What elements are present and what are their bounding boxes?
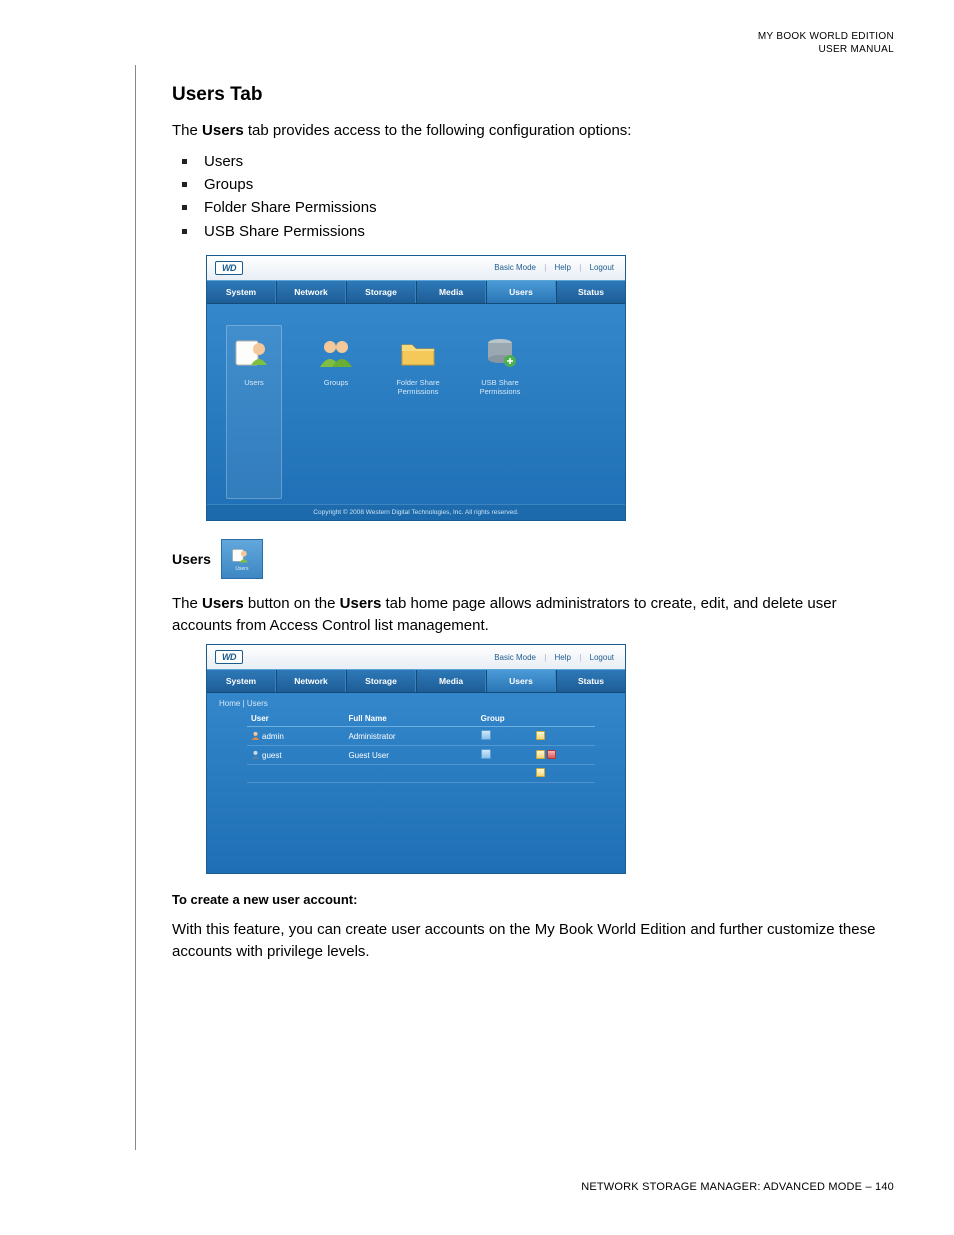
tab-storage[interactable]: Storage [346, 670, 416, 692]
tab-status[interactable]: Status [556, 670, 625, 692]
list-item: Folder Share Permissions [182, 196, 894, 219]
list-item: Groups [182, 173, 894, 196]
cell-fullname: Administrator [344, 727, 476, 746]
tile-usb-share[interactable]: USB Share Permissions [477, 332, 523, 494]
col-group: Group [477, 711, 533, 727]
manual-page: MY BOOK WORLD EDITION USER MANUAL Users … [0, 0, 954, 1235]
logout-link[interactable]: Logout [590, 263, 614, 272]
tab-storage[interactable]: Storage [346, 281, 416, 303]
usb-db-icon [477, 332, 523, 372]
folder-icon [395, 332, 441, 372]
table-row: admin Administrator [247, 727, 595, 746]
tab-network[interactable]: Network [276, 281, 346, 303]
content-area: Users Tab The Users tab provides access … [172, 84, 894, 963]
help-link[interactable]: Help [555, 653, 571, 662]
add-icon[interactable] [536, 768, 545, 777]
tile-folder-share[interactable]: Folder Share Permissions [395, 332, 441, 494]
product-name: MY BOOK WORLD EDITION [758, 30, 894, 43]
tab-system[interactable]: System [207, 281, 276, 303]
col-user: User [247, 711, 344, 727]
basic-mode-link[interactable]: Basic Mode [494, 653, 536, 662]
doc-type: USER MANUAL [758, 43, 894, 56]
delete-icon[interactable] [547, 750, 556, 759]
tile-label: Groups [313, 378, 359, 387]
users-thumbnail: Users [221, 539, 263, 579]
cell-group [477, 746, 533, 765]
edit-icon[interactable] [536, 731, 545, 740]
tab-media[interactable]: Media [416, 281, 486, 303]
breadcrumb: Home | Users [207, 693, 625, 711]
list-item: USB Share Permissions [182, 220, 894, 243]
logout-link[interactable]: Logout [590, 653, 614, 662]
col-fullname: Full Name [344, 711, 476, 727]
create-heading: To create a new user account: [172, 892, 894, 907]
table-row [247, 765, 595, 783]
tab-system[interactable]: System [207, 670, 276, 692]
col-actions [532, 711, 595, 727]
tile-label: USB Share Permissions [477, 378, 523, 396]
config-options-list: Users Groups Folder Share Permissions US… [182, 150, 894, 243]
nav-tabs: System Network Storage Media Users Statu… [207, 280, 625, 304]
edit-icon[interactable] [536, 750, 545, 759]
users-button-row: Users Users [172, 539, 894, 579]
tile-label: Folder Share Permissions [395, 378, 441, 396]
table-row: guest Guest User [247, 746, 595, 765]
group-icon [481, 749, 491, 759]
cell-actions [532, 765, 595, 783]
tab-users[interactable]: Users [486, 670, 556, 692]
margin-rule [135, 65, 136, 1150]
screenshot-copyright: Copyright © 2008 Western Digital Technol… [207, 504, 625, 520]
table-header-row: User Full Name Group [247, 711, 595, 727]
wd-logo: WD [215, 261, 243, 275]
wd-logo: WD [215, 650, 243, 664]
intro-bold: Users [202, 122, 244, 139]
tile-groups[interactable]: Groups [313, 332, 359, 494]
group-icon [481, 730, 491, 740]
page-footer: NETWORK STORAGE MANAGER: ADVANCED MODE –… [581, 1181, 894, 1193]
users-icon [231, 332, 277, 372]
tab-status[interactable]: Status [556, 281, 625, 303]
users-paragraph: The Users button on the Users tab home p… [172, 593, 894, 637]
top-links: Basic Mode | Help | Logout [491, 263, 617, 272]
user-icon [251, 731, 260, 740]
list-item: Users [182, 150, 894, 173]
cell-user: admin [247, 727, 344, 746]
tile-label: Users [231, 378, 277, 387]
cell-user: guest [247, 746, 344, 765]
users-thumb-icon [230, 546, 254, 566]
cell-actions [532, 727, 595, 746]
tile-users[interactable]: Users [226, 325, 282, 499]
screenshot-users-tab: WD Basic Mode | Help | Logout System Net… [206, 255, 626, 521]
section-title: Users Tab [172, 84, 894, 106]
cell-actions [532, 746, 595, 765]
user-icon [251, 750, 260, 759]
doc-header: MY BOOK WORLD EDITION USER MANUAL [758, 30, 894, 56]
groups-icon [313, 332, 359, 372]
intro-paragraph: The Users tab provides access to the fol… [172, 120, 894, 142]
cell-group [477, 727, 533, 746]
nav-tabs: System Network Storage Media Users Statu… [207, 669, 625, 693]
create-text: With this feature, you can create user a… [172, 919, 894, 963]
screenshot-users-list: WD Basic Mode | Help | Logout System Net… [206, 644, 626, 874]
tab-network[interactable]: Network [276, 670, 346, 692]
basic-mode-link[interactable]: Basic Mode [494, 263, 536, 272]
tab-media[interactable]: Media [416, 670, 486, 692]
top-links: Basic Mode | Help | Logout [491, 653, 617, 662]
users-table: User Full Name Group admin Administrator [247, 711, 595, 783]
tiles-area: Users Groups Folder Share Permissions [207, 304, 625, 504]
tab-users[interactable]: Users [486, 281, 556, 303]
users-table-wrap: User Full Name Group admin Administrator [207, 711, 625, 873]
help-link[interactable]: Help [555, 263, 571, 272]
screenshot-topbar: WD Basic Mode | Help | Logout [207, 256, 625, 280]
users-label: Users [172, 551, 211, 567]
screenshot2-topbar: WD Basic Mode | Help | Logout [207, 645, 625, 669]
cell-fullname: Guest User [344, 746, 476, 765]
